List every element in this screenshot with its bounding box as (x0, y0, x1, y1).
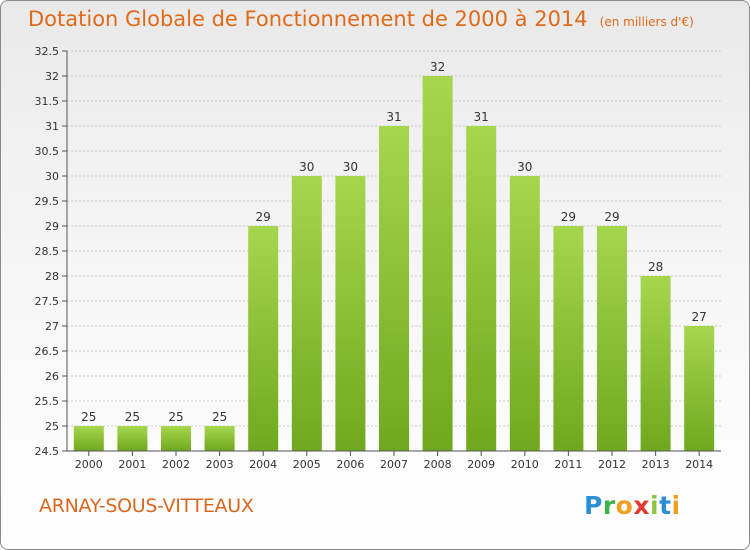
data-label: 27 (692, 310, 707, 324)
data-label: 30 (299, 160, 314, 174)
data-label: 25 (168, 410, 183, 424)
data-label: 25 (212, 410, 227, 424)
x-tick-label: 2006 (336, 458, 364, 471)
y-tick-label: 28 (45, 270, 59, 283)
x-tick-label: 2003 (206, 458, 234, 471)
data-label: 29 (604, 210, 619, 224)
bar-2013 (640, 276, 671, 451)
data-label: 29 (256, 210, 271, 224)
data-labels: 25 25 25 25 29 30 30 31 32 31 30 29 29 28 27 (81, 60, 707, 424)
y-tick-label: 25.5 (35, 395, 60, 408)
bar-2014 (684, 326, 715, 451)
bar-2000 (73, 426, 104, 451)
x-tick-label: 2000 (75, 458, 103, 471)
y-tick-label: 26.5 (35, 345, 60, 358)
y-tick-label: 29 (45, 220, 59, 233)
y-tick-label: 32 (45, 70, 59, 83)
y-tick-label: 26 (45, 370, 59, 383)
x-axis-ticks: 2000 2001 2002 2003 2004 2005 2006 2007 2008 2009… (75, 451, 713, 471)
x-tick-label: 2004 (249, 458, 277, 471)
x-tick-label: 2013 (642, 458, 670, 471)
y-tick-label: 31.5 (35, 95, 60, 108)
bar-2009 (466, 126, 497, 451)
chart-subtitle: (en milliers d'€) (599, 15, 694, 29)
commune-name: ARNAY-SOUS-VITTEAUX (39, 495, 254, 517)
y-tick-label: 32.5 (35, 45, 60, 58)
y-tick-label: 31 (45, 120, 59, 133)
proxiti-logo: Proxiti (584, 491, 681, 520)
data-label: 31 (386, 110, 401, 124)
chart-title-text: Dotation Globale de Fonctionnement de 20… (28, 7, 588, 31)
y-tick-label: 29.5 (35, 195, 60, 208)
x-tick-label: 2014 (685, 458, 713, 471)
y-tick-label: 28.5 (35, 245, 60, 258)
bar-2010 (509, 176, 540, 451)
y-tick-label: 25 (45, 420, 59, 433)
bar-2012 (597, 226, 627, 451)
y-tick-label: 30.5 (35, 145, 60, 158)
data-label: 31 (474, 110, 489, 124)
bar-2011 (553, 226, 584, 451)
x-tick-label: 2008 (424, 458, 452, 471)
y-tick-label: 27.5 (35, 295, 60, 308)
data-label: 32 (430, 60, 445, 74)
x-tick-label: 2002 (162, 458, 190, 471)
bar-2007 (379, 126, 409, 451)
x-tick-label: 2001 (118, 458, 146, 471)
bar-2002 (161, 426, 191, 451)
x-tick-label: 2010 (511, 458, 539, 471)
y-tick-label: 27 (45, 320, 59, 333)
bar-2008 (422, 76, 453, 451)
bar-2004 (248, 226, 279, 451)
data-label: 30 (343, 160, 358, 174)
axes (66, 51, 721, 452)
x-tick-label: 2005 (293, 458, 321, 471)
data-label: 28 (648, 260, 663, 274)
bar-2001 (117, 426, 148, 451)
x-tick-label: 2011 (554, 458, 582, 471)
data-label: 25 (81, 410, 96, 424)
chart-title: Dotation Globale de Fonctionnement de 20… (28, 7, 694, 31)
data-label: 25 (125, 410, 140, 424)
x-tick-label: 2012 (598, 458, 626, 471)
bar-2003 (204, 426, 235, 451)
x-tick-label: 2007 (380, 458, 408, 471)
bar-2005 (291, 176, 322, 451)
data-label: 29 (561, 210, 576, 224)
x-tick-label: 2009 (467, 458, 495, 471)
y-tick-label: 24.5 (35, 445, 60, 458)
data-label: 30 (517, 160, 532, 174)
y-tick-label: 30 (45, 170, 59, 183)
bar-2006 (335, 176, 366, 451)
y-axis-ticks: 24.5 25 25.5 26 26.5 27 27.5 28 28.5 29 29.5 30 30.5… (35, 45, 67, 458)
bars (73, 76, 715, 451)
